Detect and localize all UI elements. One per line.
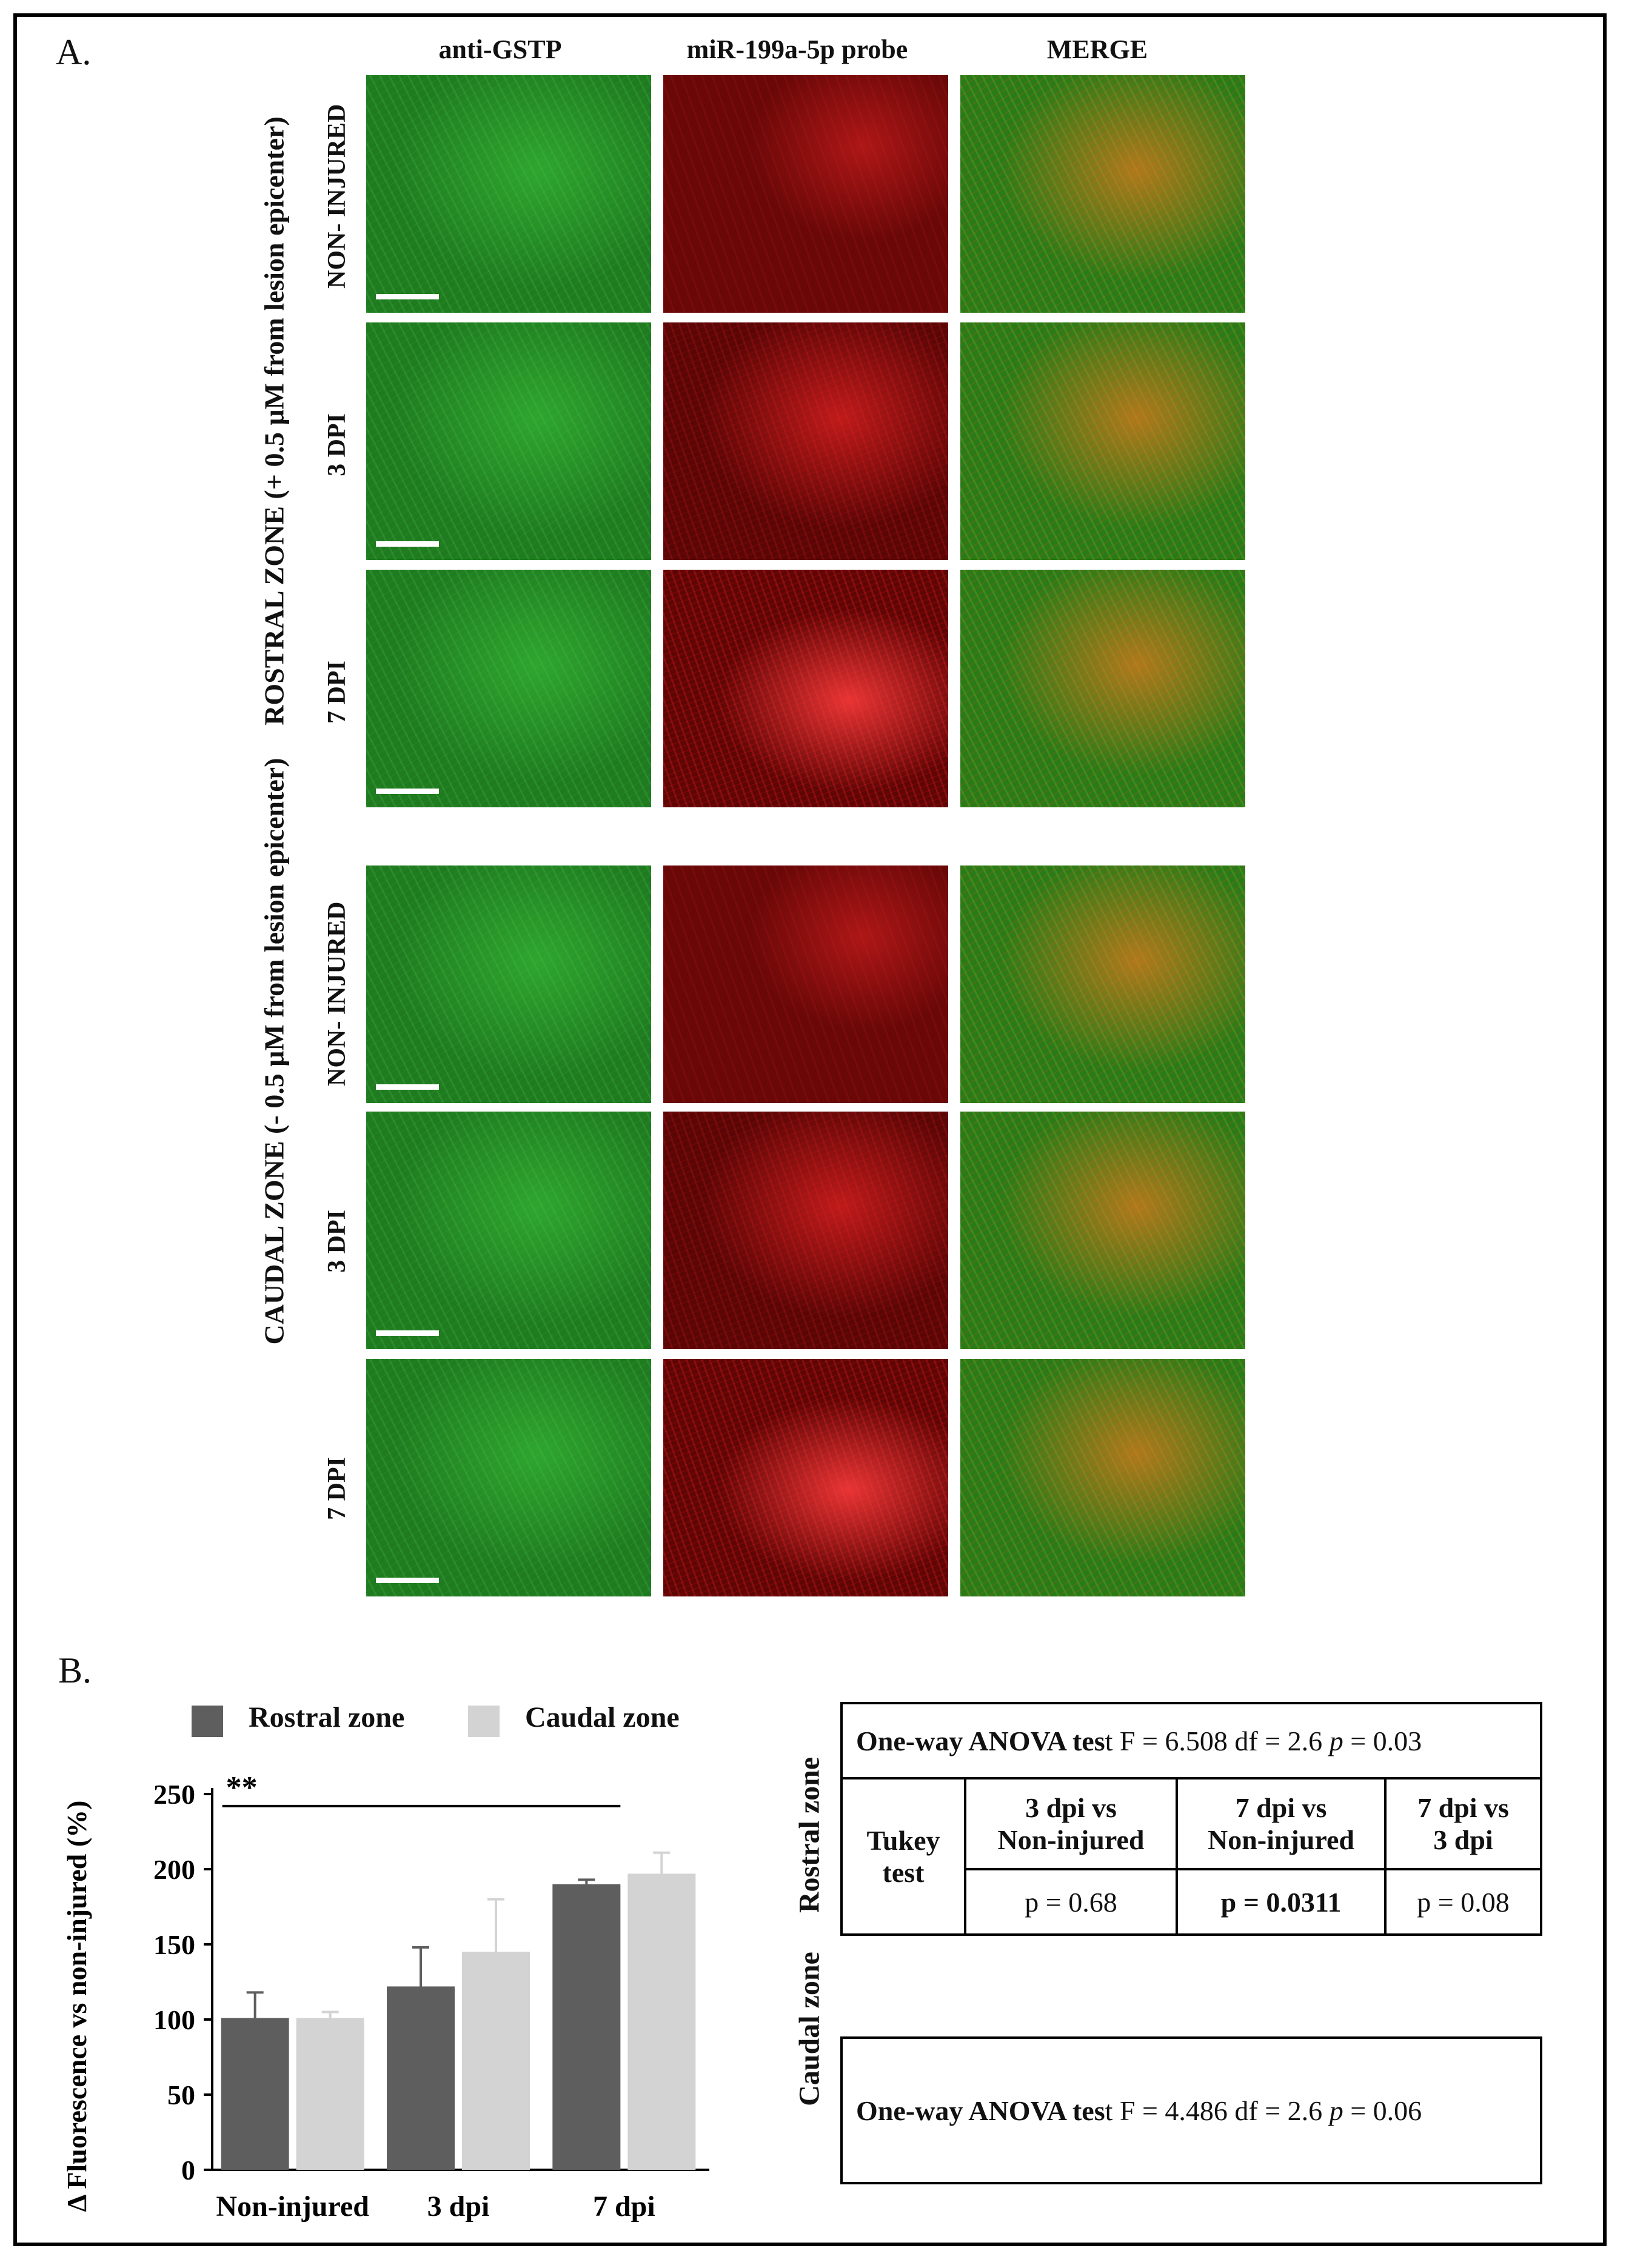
micrograph-rostral-3dpi-merge xyxy=(960,322,1245,560)
tukey-value-3dpi-vs-non-injured: p = 0.68 xyxy=(964,1868,1178,1936)
y-tick-label: 200 xyxy=(153,1854,195,1885)
zone-label-rostral: ROSTRAL ZONE (+ 0.5 μM from lesion epice… xyxy=(258,116,290,725)
y-tick-label: 100 xyxy=(153,2004,195,2035)
x-tick-label: 3 dpi xyxy=(427,2190,490,2223)
y-tick-label: 0 xyxy=(181,2155,195,2186)
micrograph-rostral-7dpi-gstp xyxy=(366,570,651,807)
scale-bar xyxy=(376,789,439,794)
rostral-stats-table: One-way ANOVA test F = 6.508 df = 2.6 p … xyxy=(840,1702,1542,1936)
bar-rostral xyxy=(552,1884,621,2170)
scale-bar xyxy=(376,541,439,547)
micrograph-caudal-3dpi-merge xyxy=(960,1112,1245,1349)
tukey-header-3dpi-vs-non-injured: 3 dpi vs Non-injured xyxy=(964,1777,1178,1870)
caudal-zone-side-label: Caudal zone xyxy=(793,1952,826,2106)
micrograph-caudal-non-injured-probe xyxy=(663,866,948,1103)
figure-frame xyxy=(13,13,1607,2246)
anova-p-symbol: p xyxy=(1329,2095,1343,2126)
bar-caudal xyxy=(296,2018,364,2170)
micrograph-rostral-non-injured-merge xyxy=(960,75,1245,313)
legend-swatch-rostral xyxy=(192,1706,223,1737)
anova-stats: t F = 4.486 df = 2.6 xyxy=(1105,2095,1330,2126)
tukey-value-7dpi-vs-3dpi: p = 0.08 xyxy=(1384,1868,1542,1936)
micrograph-rostral-7dpi-probe xyxy=(663,570,948,807)
rostral-anova-cell: One-way ANOVA test F = 6.508 df = 2.6 p … xyxy=(840,1702,1542,1779)
row-label-rostral-non-injured: NON- INJURED xyxy=(323,104,351,289)
legend-label-caudal: Caudal zone xyxy=(525,1701,680,1733)
anova-p-value: = 0.06 xyxy=(1343,2095,1422,2126)
row-label-caudal-non-injured: NON- INJURED xyxy=(323,901,351,1087)
micrograph-rostral-3dpi-probe xyxy=(663,322,948,560)
row-label-rostral-3dpi: 3 DPI xyxy=(323,413,351,476)
row-label-caudal-7dpi: 7 DPI xyxy=(323,1457,351,1520)
caudal-stats-table: One-way ANOVA test F = 4.486 df = 2.6 p … xyxy=(840,2036,1542,2184)
micrograph-rostral-non-injured-probe xyxy=(663,75,948,313)
y-tick-label: 50 xyxy=(167,2080,195,2110)
significance-annotation: ** xyxy=(226,1770,258,1805)
micrograph-caudal-7dpi-merge xyxy=(960,1359,1245,1596)
micrograph-rostral-3dpi-gstp xyxy=(366,322,651,560)
row-label-rostral-7dpi: 7 DPI xyxy=(323,661,351,724)
micrograph-caudal-7dpi-gstp xyxy=(366,1359,651,1596)
column-header-anti-gstp: anti-GSTP xyxy=(438,35,562,64)
panel-a-letter: A. xyxy=(56,32,92,72)
bar-caudal xyxy=(462,1952,530,2170)
bar-rostral xyxy=(221,2018,289,2170)
y-tick-label: 250 xyxy=(153,1779,195,1810)
zone-label-caudal: CAUDAL ZONE (- 0.5 μM from lesion epicen… xyxy=(258,758,290,1345)
scale-bar xyxy=(376,1330,439,1336)
tukey-test-label: Tukey test xyxy=(840,1777,966,1936)
tukey-header-7dpi-vs-3dpi: 7 dpi vs 3 dpi xyxy=(1384,1777,1542,1870)
x-tick-label: Non-injured xyxy=(216,2190,369,2223)
x-tick-label: 7 dpi xyxy=(593,2190,655,2223)
tukey-header-7dpi-vs-non-injured: 7 dpi vs Non-injured xyxy=(1176,1777,1387,1870)
anova-p-value: = 0.03 xyxy=(1343,1725,1422,1756)
caudal-anova-cell: One-way ANOVA test F = 4.486 df = 2.6 p … xyxy=(840,2036,1542,2184)
column-header-merge: MERGE xyxy=(1046,35,1148,64)
scale-bar xyxy=(376,294,439,299)
bar-caudal xyxy=(627,1873,696,2170)
y-axis-label: Δ Fluorescence vs non-injured (%) xyxy=(61,1801,92,2212)
anova-stats: t F = 6.508 df = 2.6 xyxy=(1105,1725,1330,1756)
panel-b-letter: B. xyxy=(58,1650,92,1690)
anova-label: One-way ANOVA tes xyxy=(856,2095,1105,2126)
y-tick-label: 150 xyxy=(153,1929,195,1960)
legend-swatch-caudal xyxy=(468,1706,500,1737)
legend-label-rostral: Rostral zone xyxy=(249,1701,405,1733)
scale-bar xyxy=(376,1578,439,1583)
tukey-value-7dpi-vs-non-injured: p = 0.0311 xyxy=(1176,1868,1387,1936)
bar-chart: 0 50 100 150 200 250 Δ Fluorescence vs non-inj… xyxy=(61,1770,709,2223)
micrograph-rostral-non-injured-gstp xyxy=(366,75,651,313)
micrograph-rostral-7dpi-merge xyxy=(960,570,1245,807)
micrograph-caudal-3dpi-probe xyxy=(663,1112,948,1349)
row-label-caudal-3dpi: 3 DPI xyxy=(323,1210,351,1273)
column-header-mir-probe: miR-199a-5p probe xyxy=(686,35,908,64)
anova-p-symbol: p xyxy=(1329,1725,1343,1756)
rostral-zone-side-label: Rostral zone xyxy=(793,1756,826,1913)
micrograph-caudal-7dpi-probe xyxy=(663,1359,948,1596)
micrograph-caudal-3dpi-gstp xyxy=(366,1112,651,1349)
bar-rostral xyxy=(387,1986,455,2170)
micrograph-caudal-non-injured-merge xyxy=(960,866,1245,1103)
scale-bar xyxy=(376,1084,439,1090)
micrograph-caudal-non-injured-gstp xyxy=(366,866,651,1103)
anova-label: One-way ANOVA tes xyxy=(856,1725,1105,1756)
